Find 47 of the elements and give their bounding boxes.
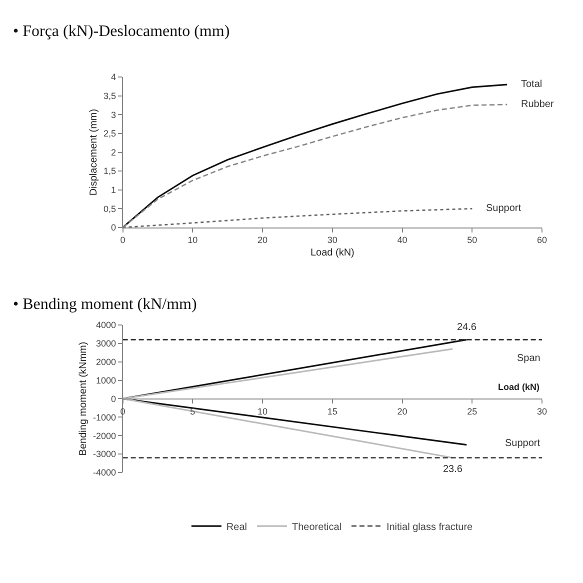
x-tick-label: 10 — [188, 235, 198, 246]
y-axis-title: Displacement (mm) — [88, 108, 100, 196]
annotation: Span — [517, 353, 540, 364]
annotation: Support — [505, 438, 540, 449]
annotation: 23.6 — [443, 464, 463, 475]
y-tick-label: 1,5 — [103, 166, 116, 176]
y-tick-label: 2000 — [96, 356, 116, 367]
series-label: Support — [486, 203, 522, 214]
x-axis-title: Load (kN) — [498, 382, 540, 392]
y-tick-label: 3 — [110, 110, 116, 120]
y-tick-label: 4000 — [96, 320, 116, 330]
x-tick-label: 20 — [397, 406, 408, 417]
x-tick-label: 40 — [397, 235, 408, 246]
y-tick-label: 0 — [110, 394, 116, 404]
x-tick-label: 5 — [190, 406, 196, 417]
y-axis-title: Bending moment (kNmm) — [78, 342, 89, 456]
y-tick-label: 0,5 — [103, 204, 116, 214]
x-tick-label: 20 — [258, 235, 268, 246]
y-tick-label: 4 — [110, 72, 116, 82]
series-label: Rubber — [521, 99, 554, 110]
x-axis-title: Load (kN) — [310, 248, 354, 259]
y-tick-label: 2 — [110, 147, 116, 158]
x-tick-label: 50 — [467, 235, 478, 246]
x-tick-label: 0 — [120, 235, 126, 246]
series-label: Total — [521, 79, 542, 90]
legend-label: Theoretical — [292, 522, 342, 533]
y-tick-label: 3000 — [96, 338, 116, 349]
y-tick-label: 1000 — [96, 375, 116, 386]
y-tick-label: 2,5 — [103, 128, 116, 139]
x-tick-label: 25 — [467, 406, 478, 417]
x-tick-label: 60 — [537, 235, 548, 246]
y-tick-label: -4000 — [92, 468, 116, 478]
y-tick-label: -2000 — [92, 430, 116, 441]
y-tick-label: 1 — [110, 184, 116, 195]
x-tick-label: 15 — [327, 406, 338, 417]
annotation: 24.6 — [457, 322, 477, 333]
y-tick-label: -1000 — [92, 412, 116, 422]
x-tick-label: 10 — [258, 406, 268, 417]
y-tick-label: -3000 — [92, 449, 116, 460]
legend-label: Initial glass fracture — [386, 522, 474, 533]
chart-title: • Bending moment (kN/mm) — [13, 296, 197, 313]
y-tick-label: 0 — [110, 222, 116, 233]
y-tick-label: 3,5 — [103, 91, 116, 102]
legend-label: Real — [226, 522, 248, 533]
chart-title: • Força (kN)-Deslocamento (mm) — [13, 23, 230, 40]
x-tick-label: 30 — [327, 235, 338, 246]
x-tick-label: 30 — [537, 406, 548, 417]
